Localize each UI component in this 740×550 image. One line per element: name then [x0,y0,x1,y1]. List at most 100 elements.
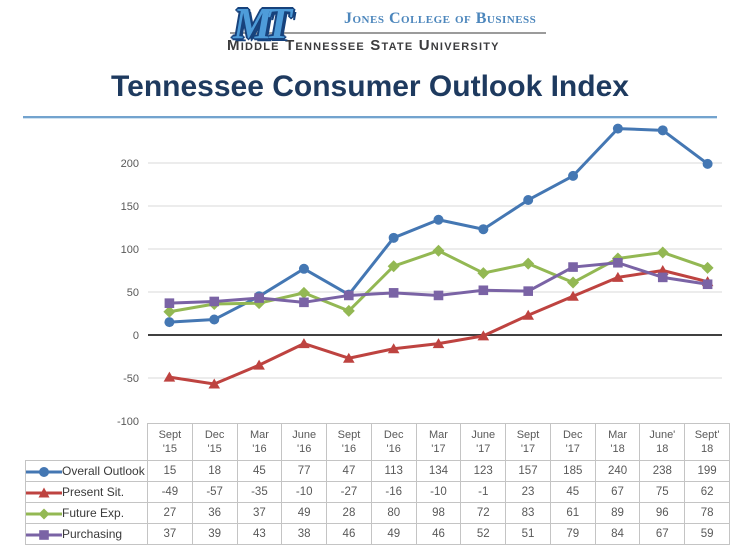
data-point-marker [432,244,445,257]
table-value-cell: 38 [281,523,328,545]
table-value-cell: -57 [191,481,238,503]
mtsu-logo: MT [233,0,292,48]
data-point-marker [702,158,713,169]
table-value-cell: 67 [639,523,686,545]
header-divider [230,32,546,34]
table-col-header: Mar '18 [594,423,641,461]
series-line-future-exp [167,249,710,314]
table-value-cell: 80 [370,502,417,524]
table-value-cell: 49 [281,502,328,524]
data-point-marker [387,343,400,354]
legend-label: Purchasing [62,527,123,541]
university-header: MT Jones College of Business Middle Tenn… [0,0,740,60]
legend-marker-shape [38,508,50,520]
data-point-marker [388,288,399,298]
data-point-marker [702,279,713,290]
table-value-cell: 123 [460,460,507,482]
table-value-cell: 37 [236,502,283,524]
data-point-marker [343,352,355,363]
table-value-cell: 67 [594,481,641,503]
table-value-cell: 79 [549,523,596,545]
data-point-marker [567,276,580,289]
legend-cell: Overall Outlook [25,460,148,482]
table-value-cell: 238 [639,460,686,482]
table-value-cell: 37 [147,523,193,545]
y-axis-tick-label: 0 [133,330,139,342]
table-value-cell: 51 [505,523,551,545]
table-value-cell: -1 [460,481,507,503]
table-value-cell: 15 [147,460,193,482]
data-point-marker [657,125,668,136]
table-row: Overall Outlook 15 18 45 77 47 113 134 123 157 185… [25,460,730,482]
data-point-marker [478,224,489,235]
table-value-cell: 199 [684,460,730,482]
data-point-marker [523,194,534,205]
table-row: Future Exp. 27 36 37 49 28 80 98 72 83 61 89 96 78 [25,502,730,524]
data-point-marker [163,371,176,382]
table-value-cell: 46 [326,523,372,545]
data-point-marker [656,265,669,275]
table-value-cell: 83 [505,502,551,524]
legend-label: Future Exp. [62,506,125,520]
table-value-cell: 78 [684,502,730,524]
table-value-cell: 49 [370,523,417,545]
table-row: Purchasing 37 39 43 38 46 49 46 52 51 79 84 67 59 [25,523,730,545]
title-rule [23,116,717,119]
table-value-cell: 84 [594,523,641,545]
table-value-cell: 96 [639,502,686,524]
legend-label: Present Sit. [62,485,125,499]
data-point-marker [613,257,623,268]
diamond-marker-icon [26,508,62,520]
legend-label: Overall Outlook [62,464,145,478]
table-col-header: Dec '16 [370,423,417,461]
data-point-marker [567,290,579,301]
table-col-header: Mar '17 [415,423,462,461]
legend-cell: Purchasing [25,523,148,545]
data-point-marker [163,305,176,318]
table-col-header: Sept '15 [147,423,193,461]
data-point-marker [433,290,444,301]
line-chart: 200 150 100 50 0 -50 -100 [117,123,722,428]
table-col-header: Sept '17 [505,423,551,461]
table-value-cell: 27 [147,502,193,524]
table-value-cell: 75 [639,481,686,503]
data-point-marker [478,285,489,296]
table-value-cell: 52 [460,523,507,545]
table-value-cell: 46 [415,523,462,545]
table-col-header: June' 18 [639,423,686,461]
y-axis-tick-label: 150 [121,201,139,213]
table-value-cell: 36 [191,502,238,524]
table-value-cell: 47 [326,460,372,482]
data-point-marker [612,123,623,134]
table-value-cell: 113 [370,460,417,482]
legend-cell: Present Sit. [25,481,148,503]
table-col-header: Dec '15 [191,423,238,461]
data-point-marker [522,309,534,320]
data-point-marker [656,246,669,259]
legend-marker-shape [39,466,49,477]
data-point-marker [433,214,444,225]
data-point-marker [568,170,579,181]
table-col-header: Sept '16 [326,423,372,461]
table-value-cell: 59 [684,523,730,545]
table-value-cell: -35 [236,481,283,503]
data-point-marker [299,297,309,308]
data-point-marker [388,232,399,243]
university-label: Middle Tennessee State University [227,37,500,54]
table-col-header: June '16 [281,423,328,461]
data-point-marker [208,378,221,389]
table-value-cell: 185 [549,460,596,482]
circle-marker-icon [26,466,62,477]
y-axis-tick-label: 50 [127,287,139,299]
table-col-header: Sept' 18 [684,423,730,461]
data-point-marker [612,271,624,282]
table-header-row: Sept '15 Dec '15 Mar '16 June '16 Sept '16 De… [26,423,730,461]
table-value-cell: 61 [549,502,596,524]
data-point-marker [387,260,400,273]
data-table: Sept '15 Dec '15 Mar '16 June '16 Sept '16 De… [25,423,730,545]
table-value-cell: 77 [281,460,328,482]
data-point-marker [298,338,310,349]
series-line-present-sit [167,269,710,386]
data-point-marker [477,330,490,341]
